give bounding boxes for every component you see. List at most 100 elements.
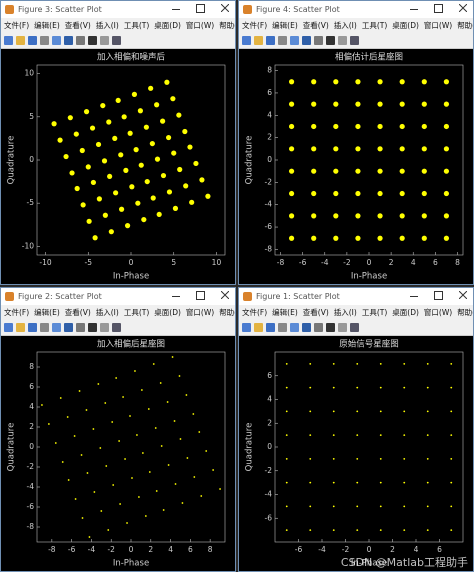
tool-button[interactable]	[16, 323, 25, 332]
tool-button[interactable]	[338, 36, 347, 45]
close-button[interactable]	[458, 290, 468, 300]
tool-button[interactable]	[326, 36, 335, 45]
close-button[interactable]	[220, 3, 230, 13]
tool-button[interactable]	[52, 36, 61, 45]
menu-item[interactable]: 查看(V)	[302, 21, 329, 30]
tool-button[interactable]	[100, 36, 109, 45]
scatter-point	[176, 112, 182, 118]
tool-button[interactable]	[28, 323, 37, 332]
tool-button[interactable]	[350, 323, 359, 332]
menu-item[interactable]: 桌面(D)	[154, 308, 181, 317]
menu-item[interactable]: 窗口(W)	[423, 21, 453, 30]
menu-item[interactable]: 帮助(H)	[457, 21, 473, 30]
scatter-point	[426, 410, 429, 413]
menu-item[interactable]: 查看(V)	[302, 308, 329, 317]
tool-button[interactable]	[254, 323, 263, 332]
tool-button[interactable]	[100, 323, 109, 332]
scatter-point	[155, 490, 158, 492]
menu-item[interactable]: 工具(T)	[123, 21, 150, 30]
tool-button[interactable]	[338, 323, 347, 332]
menu-item[interactable]: 桌面(D)	[392, 308, 419, 317]
window-buttons	[172, 3, 230, 13]
menu-item[interactable]: 文件(F)	[242, 308, 268, 317]
tool-button[interactable]	[326, 323, 335, 332]
menu-item[interactable]: 编辑(E)	[34, 21, 60, 30]
minimize-button[interactable]	[172, 4, 180, 10]
close-button[interactable]	[458, 3, 468, 13]
tool-button[interactable]	[4, 36, 13, 45]
menu-item[interactable]: 文件(F)	[4, 308, 30, 317]
maximize-button[interactable]	[434, 291, 443, 300]
tool-button[interactable]	[112, 36, 121, 45]
minimize-button[interactable]	[172, 291, 180, 297]
tool-button[interactable]	[290, 323, 299, 332]
tool-button[interactable]	[314, 323, 323, 332]
maximize-button[interactable]	[196, 291, 205, 300]
maximize-button[interactable]	[196, 4, 205, 13]
menu-item[interactable]: 工具(T)	[361, 21, 388, 30]
tool-button[interactable]	[278, 36, 287, 45]
tool-button[interactable]	[88, 323, 97, 332]
maximize-button[interactable]	[434, 4, 443, 13]
tool-button[interactable]	[40, 36, 49, 45]
menu-item[interactable]: 窗口(W)	[185, 308, 215, 317]
menu-item[interactable]: 插入(I)	[95, 308, 119, 317]
menu-item[interactable]: 帮助(H)	[219, 308, 235, 317]
tool-button[interactable]	[290, 36, 299, 45]
menu-item[interactable]: 帮助(H)	[219, 21, 235, 30]
menu-item[interactable]: 帮助(H)	[457, 308, 473, 317]
menu-item[interactable]: 插入(I)	[333, 21, 357, 30]
minimize-button[interactable]	[410, 291, 418, 297]
close-button[interactable]	[220, 290, 230, 300]
scatter-point	[356, 457, 359, 460]
tool-button[interactable]	[266, 36, 275, 45]
tool-button[interactable]	[302, 323, 311, 332]
menu-item[interactable]: 桌面(D)	[154, 21, 181, 30]
tool-button[interactable]	[4, 323, 13, 332]
menu-item[interactable]: 工具(T)	[123, 308, 150, 317]
tool-button[interactable]	[64, 323, 73, 332]
menu-item[interactable]: 窗口(W)	[185, 21, 215, 30]
tool-button[interactable]	[254, 36, 263, 45]
tool-button[interactable]	[314, 36, 323, 45]
tool-button[interactable]	[40, 323, 49, 332]
tool-button[interactable]	[88, 36, 97, 45]
tool-button[interactable]	[76, 36, 85, 45]
scatter-point	[172, 205, 179, 211]
scatter-point	[92, 428, 95, 430]
menu-item[interactable]: 插入(I)	[95, 21, 119, 30]
menu-item[interactable]: 编辑(E)	[272, 308, 298, 317]
tool-button[interactable]	[16, 36, 25, 45]
menu-item[interactable]: 文件(F)	[4, 21, 30, 30]
scatter-point	[288, 79, 295, 85]
tool-button[interactable]	[28, 36, 37, 45]
tool-button[interactable]	[76, 323, 85, 332]
tool-button[interactable]	[64, 36, 73, 45]
menu-item[interactable]: 查看(V)	[64, 21, 91, 30]
x-tick-label: 8	[208, 545, 213, 554]
tool-button[interactable]	[112, 323, 121, 332]
menu-item[interactable]: 窗口(W)	[423, 308, 453, 317]
app-icon	[243, 292, 252, 301]
menu-item[interactable]: 查看(V)	[64, 308, 91, 317]
scatter-point	[426, 362, 429, 365]
y-tick-label: 4	[267, 110, 272, 119]
tool-button[interactable]	[242, 323, 251, 332]
menu-item[interactable]: 文件(F)	[242, 21, 268, 30]
menu-item[interactable]: 桌面(D)	[392, 21, 419, 30]
tool-button[interactable]	[266, 323, 275, 332]
menu-item[interactable]: 编辑(E)	[272, 21, 298, 30]
y-tick-label: -4	[265, 490, 273, 499]
tool-button[interactable]	[52, 323, 61, 332]
scatter-point	[443, 79, 450, 85]
tool-button[interactable]	[242, 36, 251, 45]
menu-item[interactable]: 工具(T)	[361, 308, 388, 317]
tool-button[interactable]	[350, 36, 359, 45]
tool-button[interactable]	[278, 323, 287, 332]
minimize-button[interactable]	[410, 4, 418, 10]
tool-button[interactable]	[302, 36, 311, 45]
scatter-point	[288, 123, 295, 130]
menu-item[interactable]: 插入(I)	[333, 308, 357, 317]
x-tick-label: 6	[437, 545, 442, 554]
menu-item[interactable]: 编辑(E)	[34, 308, 60, 317]
